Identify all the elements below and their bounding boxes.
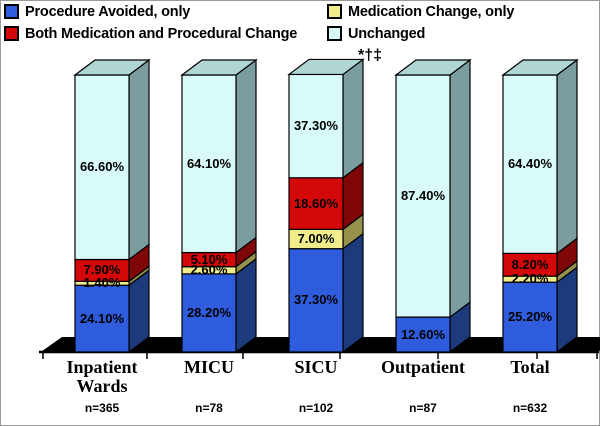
category-label: Inpatient Wards bbox=[66, 357, 138, 396]
bar-segment-label: 18.60% bbox=[293, 195, 339, 211]
legend-item-unchanged: Unchanged bbox=[327, 25, 425, 42]
bar-segment-label: 7.90% bbox=[83, 262, 121, 278]
bar-segment-label: 1.40% bbox=[83, 275, 121, 291]
bar-inpatient-wards bbox=[73, 58, 151, 354]
legend-swatch-yellow-icon bbox=[327, 4, 342, 19]
bar-segment-label: 2.60% bbox=[190, 262, 228, 278]
sample-size-label: n=632 bbox=[512, 401, 548, 415]
bar-segment-label: 66.60% bbox=[79, 159, 125, 175]
bar-segment-label: 37.30% bbox=[293, 118, 339, 134]
bar-segment-label: 12.60% bbox=[400, 326, 446, 342]
bar-segment-label: 25.20% bbox=[507, 309, 553, 325]
bar-segment-label: 24.10% bbox=[79, 310, 125, 326]
sample-size-label: n=78 bbox=[195, 401, 223, 415]
category-label: Outpatient bbox=[380, 357, 465, 377]
legend-swatch-red-icon bbox=[4, 26, 19, 41]
category-label: Total bbox=[510, 357, 550, 377]
bar-segment-label: 64.10% bbox=[186, 155, 232, 171]
legend-label: Medication Change, only bbox=[348, 3, 515, 20]
legend-swatch-cyan-icon bbox=[327, 26, 342, 41]
bar-segment-label: 28.20% bbox=[186, 304, 232, 320]
legend-item-both-change: Both Medication and Procedural Change bbox=[4, 25, 297, 42]
bar-segment-label: 2.20% bbox=[511, 271, 549, 287]
significance-annotation: *†‡ bbox=[358, 47, 383, 64]
bar-segment-label: 7.00% bbox=[297, 230, 335, 246]
bar-segment-label: 5.10% bbox=[190, 251, 228, 267]
category-label: SICU bbox=[294, 357, 338, 377]
legend-item-medication-change: Medication Change, only bbox=[327, 3, 514, 20]
bar-segment-label: 8.20% bbox=[511, 256, 549, 272]
bar-total bbox=[501, 58, 579, 354]
legend-item-procedure-avoided: Procedure Avoided, only bbox=[4, 3, 190, 20]
sample-size-label: n=102 bbox=[298, 401, 334, 415]
legend-label: Unchanged bbox=[348, 25, 426, 42]
legend-label: Both Medication and Procedural Change bbox=[25, 25, 298, 42]
bar-segment-label: 87.40% bbox=[400, 188, 446, 204]
category-label: MICU bbox=[184, 357, 234, 377]
bar-outpatient bbox=[394, 58, 472, 354]
axis-ticks bbox=[42, 352, 598, 359]
legend-swatch-blue-icon bbox=[4, 4, 19, 19]
sample-size-label: n=365 bbox=[84, 401, 120, 415]
sample-size-label: n=87 bbox=[409, 401, 437, 415]
bar-micu bbox=[180, 58, 258, 354]
bar-sicu bbox=[287, 58, 365, 354]
bar-segment-label: 37.30% bbox=[293, 292, 339, 308]
bar-segment-label: 64.40% bbox=[507, 156, 553, 172]
legend-label: Procedure Avoided, only bbox=[25, 3, 191, 20]
